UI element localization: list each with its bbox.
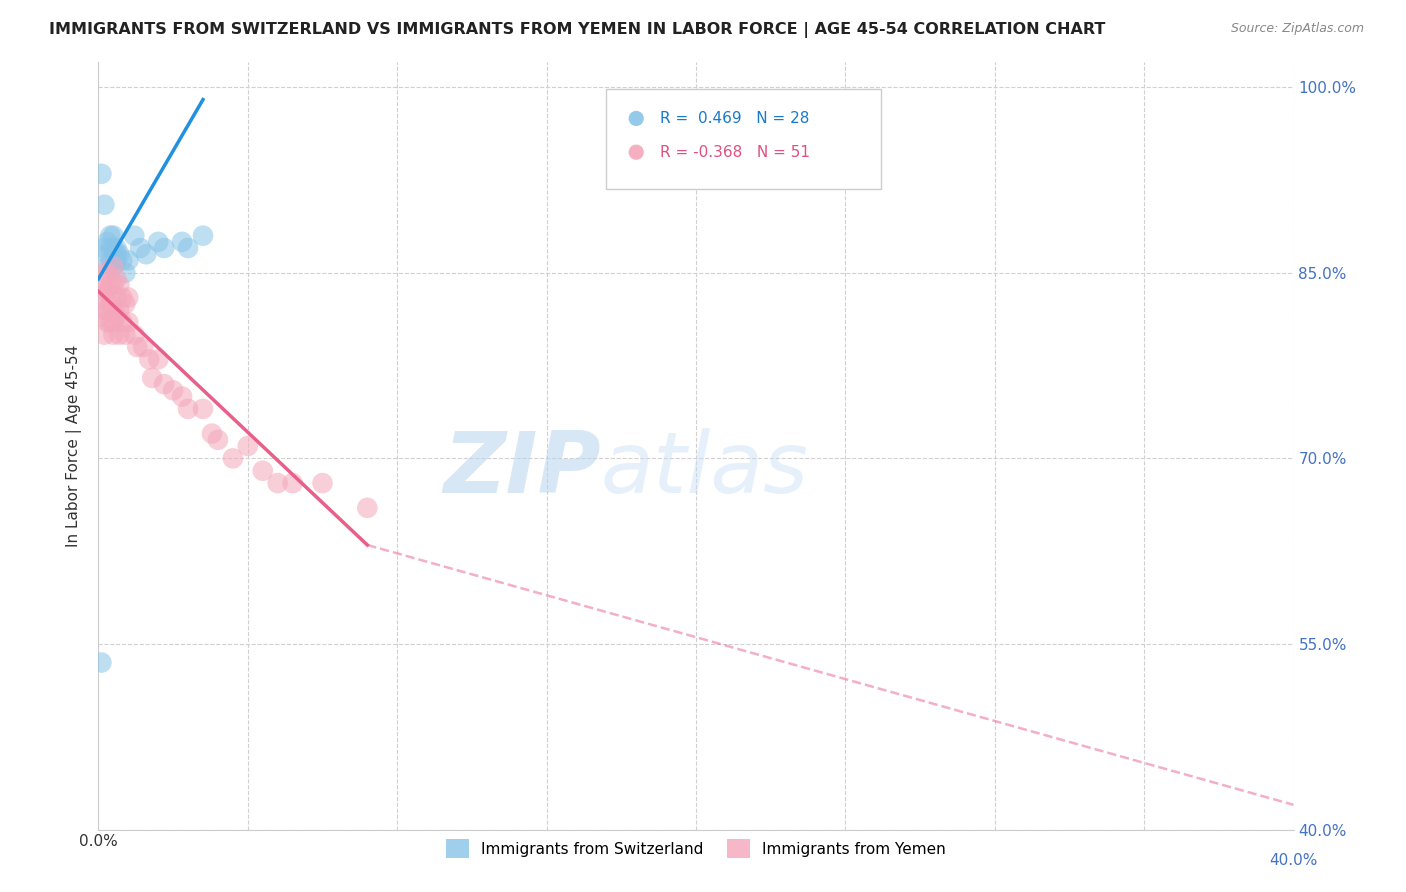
Point xyxy=(93,302,115,317)
FancyBboxPatch shape xyxy=(606,89,882,189)
Point xyxy=(108,302,131,317)
Point xyxy=(93,241,115,255)
Text: 40.0%: 40.0% xyxy=(1270,853,1317,868)
Point xyxy=(98,278,122,293)
Point xyxy=(111,253,134,268)
Point xyxy=(117,291,139,305)
Point xyxy=(90,309,112,323)
Point xyxy=(103,327,125,342)
Legend: Immigrants from Switzerland, Immigrants from Yemen: Immigrants from Switzerland, Immigrants … xyxy=(440,833,952,864)
Point xyxy=(141,371,163,385)
Text: IMMIGRANTS FROM SWITZERLAND VS IMMIGRANTS FROM YEMEN IN LABOR FORCE | AGE 45-54 : IMMIGRANTS FROM SWITZERLAND VS IMMIGRANT… xyxy=(49,22,1105,38)
Point xyxy=(252,464,274,478)
Point xyxy=(148,352,170,367)
Point xyxy=(124,228,146,243)
Point xyxy=(96,247,118,261)
Point xyxy=(105,309,128,323)
Point xyxy=(93,198,115,212)
Point xyxy=(127,340,149,354)
Point xyxy=(96,235,118,249)
Point xyxy=(117,315,139,329)
Point xyxy=(114,296,136,310)
Point xyxy=(103,315,125,329)
Point xyxy=(103,241,125,255)
Point xyxy=(98,296,122,310)
Point xyxy=(105,291,128,305)
Y-axis label: In Labor Force | Age 45-54: In Labor Force | Age 45-54 xyxy=(66,345,83,547)
Text: R = -0.368   N = 51: R = -0.368 N = 51 xyxy=(661,145,810,160)
Text: R =  0.469   N = 28: R = 0.469 N = 28 xyxy=(661,111,810,126)
Point xyxy=(96,285,118,299)
Point xyxy=(138,352,160,367)
Point xyxy=(267,476,290,491)
Point xyxy=(93,266,115,280)
Point xyxy=(124,327,146,342)
Point xyxy=(90,291,112,305)
Point xyxy=(117,253,139,268)
Point xyxy=(90,167,112,181)
Point xyxy=(108,278,131,293)
Point xyxy=(114,327,136,342)
Text: ZIP: ZIP xyxy=(443,427,600,510)
Point xyxy=(98,241,122,255)
Point xyxy=(103,302,125,317)
Text: atlas: atlas xyxy=(600,427,808,510)
Point xyxy=(162,384,184,398)
Point xyxy=(98,228,122,243)
Point xyxy=(177,401,200,416)
Point xyxy=(172,390,194,404)
Point xyxy=(191,401,214,416)
Point xyxy=(105,272,128,286)
Point xyxy=(96,302,118,317)
Point xyxy=(172,235,194,249)
Point xyxy=(191,228,214,243)
Point xyxy=(148,235,170,249)
Point xyxy=(177,241,200,255)
Point xyxy=(207,433,229,447)
Point xyxy=(103,228,125,243)
Point xyxy=(105,241,128,255)
Point xyxy=(96,266,118,280)
Point xyxy=(103,260,125,274)
Text: Source: ZipAtlas.com: Source: ZipAtlas.com xyxy=(1230,22,1364,36)
Point xyxy=(135,247,157,261)
Point xyxy=(93,285,115,299)
Point xyxy=(96,315,118,329)
Point xyxy=(98,253,122,268)
Point xyxy=(90,656,112,670)
Point xyxy=(108,247,131,261)
Point xyxy=(153,241,176,255)
Point xyxy=(311,476,333,491)
Point xyxy=(98,315,122,329)
Point xyxy=(103,278,125,293)
Point xyxy=(132,340,155,354)
Point xyxy=(236,439,259,453)
Point xyxy=(356,500,378,515)
Point xyxy=(93,327,115,342)
Point xyxy=(103,260,125,274)
Point xyxy=(153,377,176,392)
Point xyxy=(222,451,245,466)
Point xyxy=(111,291,134,305)
Point xyxy=(105,253,128,268)
Point xyxy=(281,476,304,491)
Point xyxy=(105,247,128,261)
Point xyxy=(96,260,118,274)
Point xyxy=(90,278,112,293)
Point xyxy=(114,266,136,280)
Point xyxy=(201,426,224,441)
Point xyxy=(111,315,134,329)
Point xyxy=(129,241,152,255)
Point xyxy=(108,327,131,342)
